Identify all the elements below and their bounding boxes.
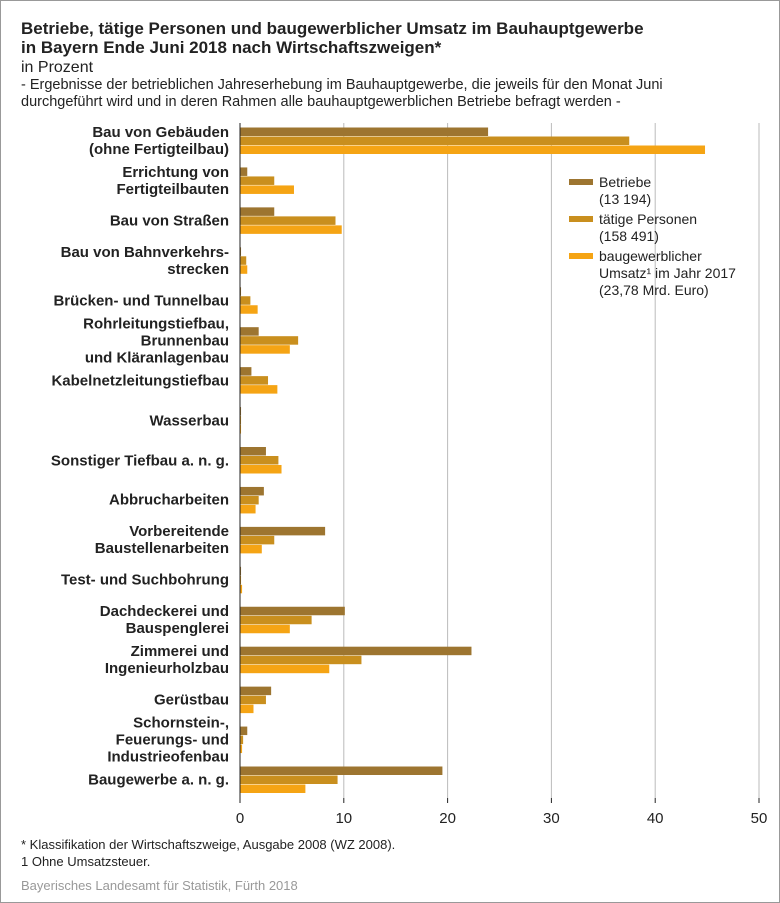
bar xyxy=(240,456,279,465)
bar xyxy=(240,704,254,714)
x-tick-label: 0 xyxy=(236,810,244,827)
legend-swatch xyxy=(569,216,593,222)
category-label: Vorbereitende Baustellenarbeiten xyxy=(94,523,229,558)
legend-swatch xyxy=(569,179,593,185)
x-tick-label: 20 xyxy=(439,810,456,827)
category-label: Bau von Gebäuden (ohne Fertigteilbau) xyxy=(89,124,229,158)
subtitle: in Prozent xyxy=(21,59,94,76)
bar xyxy=(240,465,282,474)
bar xyxy=(240,176,275,185)
category-label: Kabelnetzleitungstiefbau xyxy=(51,372,229,390)
bar xyxy=(240,127,489,136)
bar xyxy=(240,296,251,305)
bar xyxy=(240,447,266,456)
legend-label: Betriebe (13 194) xyxy=(599,174,652,207)
bar xyxy=(240,726,248,736)
bar xyxy=(240,526,326,536)
bar xyxy=(240,247,242,256)
bar xyxy=(240,345,290,354)
bar xyxy=(240,167,248,176)
category-label: Bau von Straßen xyxy=(109,212,229,230)
category-label: Sonstiger Tiefbau a. n. g. xyxy=(50,452,229,469)
bar xyxy=(240,376,269,385)
legend-label: tätige Personen (158 491) xyxy=(599,211,698,244)
bar xyxy=(240,305,258,314)
legend-label: baugewerblicher Umsatz¹ im Jahr 2017 (23… xyxy=(599,248,736,298)
bar xyxy=(240,425,242,434)
category-label: Baugewerbe a. n. g. xyxy=(88,771,229,789)
category-label: Test- und Suchbohrung xyxy=(60,571,229,589)
footnote: * Klassifikation der Wirtschaftszweige, … xyxy=(21,837,396,852)
bar xyxy=(240,566,242,576)
source: Bayerisches Landesamt für Statistik, Für… xyxy=(21,878,298,893)
bar xyxy=(240,606,345,616)
bar xyxy=(240,624,290,634)
x-tick-label: 30 xyxy=(543,810,560,827)
x-tick-label: 40 xyxy=(647,810,664,827)
x-tick-label: 10 xyxy=(335,810,352,827)
category-label: Gerüstbau xyxy=(153,691,229,709)
bar xyxy=(240,416,242,425)
bar xyxy=(240,385,278,394)
description: - Ergebnisse der betrieblichen Jahreserh… xyxy=(21,77,663,110)
bar xyxy=(240,136,630,145)
bar xyxy=(240,646,472,656)
bar xyxy=(240,367,252,376)
bar xyxy=(240,686,272,696)
bar xyxy=(240,655,362,665)
bar xyxy=(240,695,266,705)
bar xyxy=(240,216,336,225)
bar xyxy=(240,664,330,674)
bar xyxy=(240,225,342,234)
category-label: Wasserbau xyxy=(149,412,229,430)
bar xyxy=(240,744,243,754)
bar xyxy=(240,766,443,775)
bar xyxy=(240,784,306,793)
bar xyxy=(240,327,259,336)
bar xyxy=(240,615,312,625)
category-label: Bau von Bahnverkehrs- strecken xyxy=(60,243,229,278)
category-label: Abbrucharbeiten xyxy=(108,491,229,509)
bar xyxy=(240,145,706,154)
bar xyxy=(240,535,275,545)
bar xyxy=(240,735,244,745)
bar xyxy=(240,575,242,585)
bar xyxy=(240,486,264,496)
bar xyxy=(240,504,256,514)
category-label: Dachdeckerei und Bauspenglerei xyxy=(99,603,229,638)
category-label: Brücken- und Tunnelbau xyxy=(53,292,229,310)
chart-title: Betriebe, tätige Personen und baugewerbl… xyxy=(21,19,644,57)
category-label: Zimmerei und Ingenieurholzbau xyxy=(104,643,229,678)
category-label: Errichtung von Fertigteilbauten xyxy=(116,163,229,198)
bar xyxy=(240,287,242,296)
bar xyxy=(240,185,294,194)
category-label: Schornstein-, Feuerungs- und Industrieof… xyxy=(107,714,229,766)
x-tick-label: 50 xyxy=(751,810,768,827)
legend-swatch xyxy=(569,253,593,259)
bar xyxy=(240,544,262,554)
footnote: 1 Ohne Umsatzsteuer. xyxy=(21,854,151,869)
bar xyxy=(240,207,275,216)
bar xyxy=(240,584,243,594)
bar xyxy=(240,495,259,505)
bar xyxy=(240,256,247,265)
category-label: Rohrleitungstiefbau, Brunnenbau und Klär… xyxy=(83,315,229,367)
bar xyxy=(240,775,338,784)
bar xyxy=(240,265,248,274)
bar xyxy=(240,407,242,416)
bar xyxy=(240,336,299,345)
